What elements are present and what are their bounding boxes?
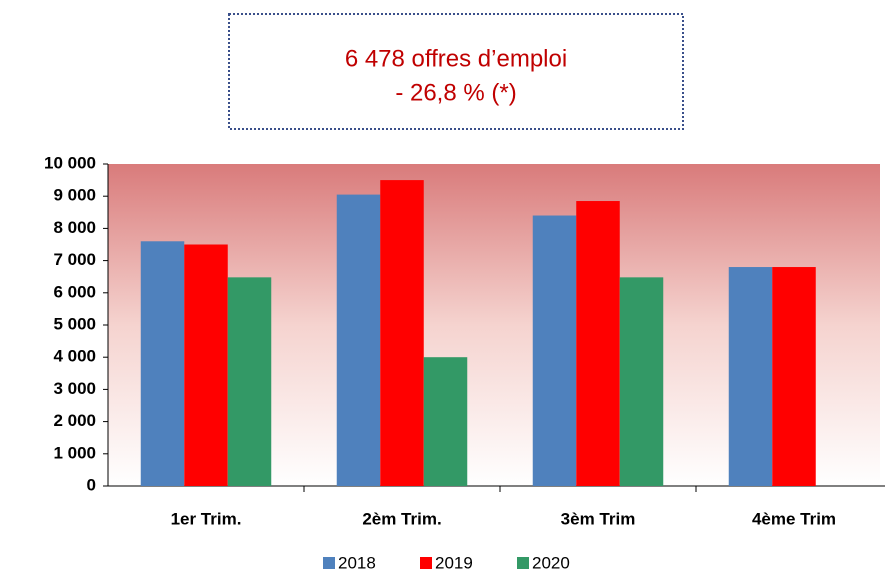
bar xyxy=(336,194,381,486)
x-tick-label: 2èm Trim. xyxy=(362,509,441,528)
legend-label: 2020 xyxy=(532,553,570,572)
y-tick-label: 0 xyxy=(87,475,96,494)
legend-label: 2019 xyxy=(435,553,473,572)
legend-swatch xyxy=(517,557,529,569)
y-tick-label: 2 000 xyxy=(53,411,96,430)
bar xyxy=(227,277,272,486)
chart-subtitle: - 26,8 % (*) xyxy=(395,79,516,106)
legend-swatch xyxy=(323,557,335,569)
annotation-box xyxy=(228,13,684,130)
y-tick-label: 1 000 xyxy=(53,443,96,462)
y-tick-label: 8 000 xyxy=(53,218,96,237)
legend-swatch xyxy=(420,557,432,569)
y-tick-label: 4 000 xyxy=(53,347,96,366)
bar xyxy=(728,267,773,486)
x-tick-label: 1er Trim. xyxy=(171,509,242,528)
bar xyxy=(619,277,664,486)
bar xyxy=(423,357,468,486)
bar xyxy=(380,180,424,486)
y-tick-label: 10 000 xyxy=(44,153,96,172)
chart-title: 6 478 offres d’emploi xyxy=(345,45,567,72)
y-tick-label: 3 000 xyxy=(53,379,96,398)
bar xyxy=(772,267,816,486)
bar xyxy=(532,215,577,486)
y-tick-label: 6 000 xyxy=(53,282,96,301)
y-tick-label: 9 000 xyxy=(53,186,96,205)
bar xyxy=(576,201,620,486)
bar xyxy=(140,241,185,486)
x-tick-label: 3èm Trim xyxy=(561,509,636,528)
legend-label: 2018 xyxy=(338,553,376,572)
x-tick-label: 4ème Trim xyxy=(752,509,836,528)
y-tick-label: 7 000 xyxy=(53,250,96,269)
bar xyxy=(184,244,228,486)
y-tick-label: 5 000 xyxy=(53,314,96,333)
